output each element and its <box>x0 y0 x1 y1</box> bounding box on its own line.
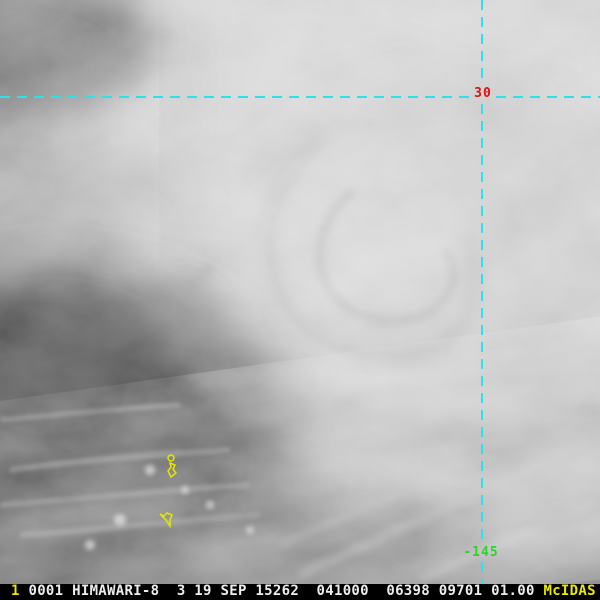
longitude-label: -145 <box>463 545 499 560</box>
image-info-text: 0001 HIMAWARI-8 3 19 SEP 15262 041000 06… <box>19 583 544 599</box>
latlon-grid <box>0 0 600 584</box>
island-outline-north-body <box>167 461 178 479</box>
cloud-field <box>0 0 600 584</box>
island-outline-overlay <box>159 454 178 529</box>
frame-number: 1 <box>11 583 20 599</box>
island-outline-south <box>159 512 173 529</box>
satellite-image[interactable] <box>0 0 600 584</box>
latitude-label: 30 <box>474 86 492 101</box>
mcidas-brand-label: McIDAS <box>543 583 596 599</box>
status-bar: 1 0001 HIMAWARI-8 3 19 SEP 15262 041000 … <box>0 584 600 600</box>
island-outline-north <box>167 454 175 462</box>
